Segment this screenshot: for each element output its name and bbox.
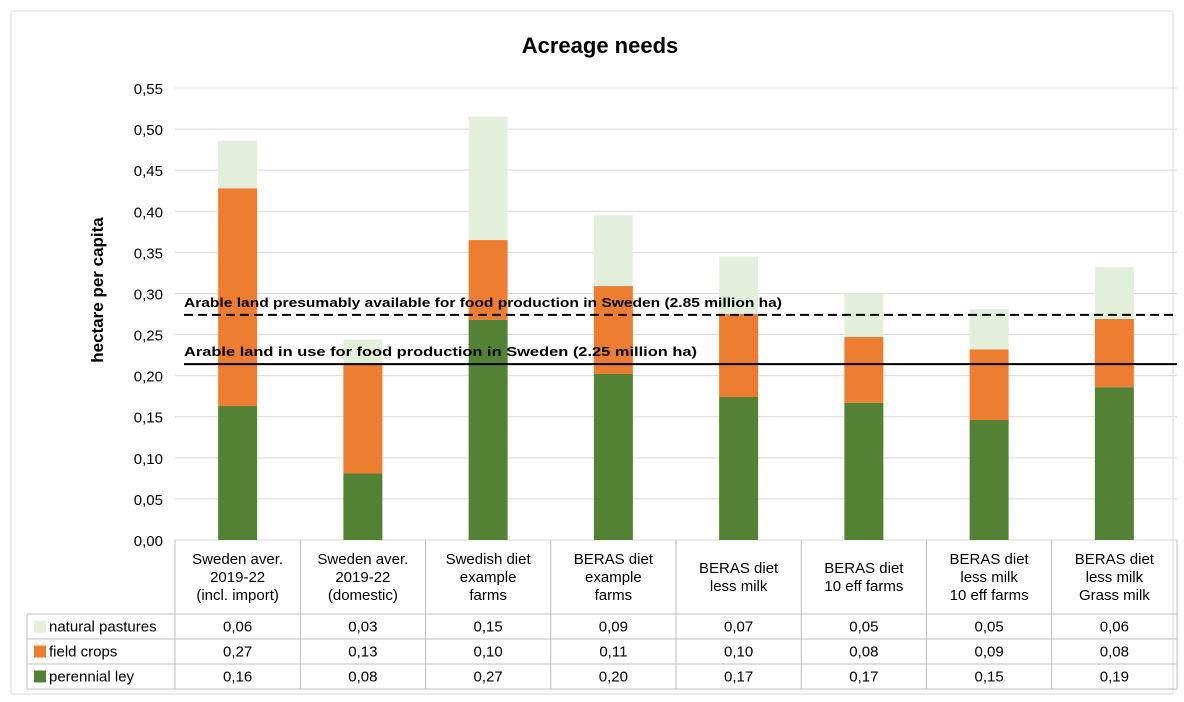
data-label: 0,16 <box>223 669 252 686</box>
y-tick-label: 0,30 <box>134 286 163 303</box>
category-label: example <box>460 569 517 586</box>
bar-segment <box>343 364 383 474</box>
y-tick-label: 0,50 <box>134 122 163 139</box>
data-label: 0,08 <box>1100 644 1129 661</box>
bar-segment <box>1094 318 1134 388</box>
data-label: 0,07 <box>724 619 753 636</box>
bar-segment <box>468 116 508 241</box>
data-label: 0,09 <box>975 644 1004 661</box>
y-tick-label: 0,40 <box>134 204 163 221</box>
y-tick-label: 0,45 <box>134 163 163 180</box>
data-label: 0,06 <box>223 619 252 636</box>
category-label: BERAS diet <box>574 551 654 568</box>
bar-segment <box>218 188 258 407</box>
legend-label: field crops <box>49 644 117 661</box>
data-label: 0,17 <box>724 669 753 686</box>
data-label: 0,08 <box>849 644 878 661</box>
bar-segment <box>593 286 633 374</box>
category-label: less milk <box>1086 569 1144 586</box>
y-tick-label: 0,25 <box>134 328 163 345</box>
bar-segment <box>969 420 1009 540</box>
gridlines <box>175 87 1177 541</box>
reference-line-label: Arable land in use for food production i… <box>184 344 697 359</box>
chart-title: Acreage needs <box>522 33 679 58</box>
category-label: Sweden aver. <box>317 551 408 568</box>
data-label: 0,11 <box>599 644 627 661</box>
category-label: BERAS diet <box>824 560 904 577</box>
bar-segment <box>593 373 633 540</box>
bar-segment <box>844 402 884 540</box>
bar-segment <box>719 256 759 314</box>
bar-segment <box>593 215 633 287</box>
y-tick-label: 0,10 <box>134 451 163 468</box>
bar-segment <box>343 339 383 365</box>
data-label: 0,10 <box>474 644 503 661</box>
data-label: 0,08 <box>348 669 377 686</box>
y-axis-ticks: 0,00 0,05 0,10 0,15 0,20 0,25 0,30 0,35 0,40 0,45… <box>134 81 163 550</box>
category-label: 2019-22 <box>335 569 390 586</box>
data-label: 0,09 <box>599 619 628 636</box>
data-label: 0,05 <box>849 619 878 636</box>
data-table: Sweden aver.2019-22(incl. import)Sweden … <box>26 540 1178 690</box>
data-label: 0,13 <box>348 644 377 661</box>
reference-lines: Arable land presumably available for foo… <box>184 295 1177 366</box>
category-label: BERAS diet <box>699 560 779 577</box>
y-tick-label: 0,05 <box>134 492 163 509</box>
bars <box>218 116 1134 540</box>
legend-swatch <box>34 645 46 658</box>
category-label: Sweden aver. <box>192 551 283 568</box>
y-tick-label: 0,35 <box>134 245 163 262</box>
category-label: farms <box>595 587 633 604</box>
bar-segment <box>844 337 884 403</box>
category-label: BERAS diet <box>1075 551 1155 568</box>
category-label: Swedish diet <box>446 551 532 568</box>
y-tick-label: 0,20 <box>134 369 163 386</box>
y-tick-label: 0,00 <box>134 533 163 550</box>
category-label: (domestic) <box>328 587 398 604</box>
data-label: 0,05 <box>975 619 1004 636</box>
bar-segment <box>343 473 383 540</box>
data-label: 0,15 <box>975 669 1004 686</box>
bar-segment <box>218 140 258 189</box>
data-label: 0,10 <box>724 644 753 661</box>
category-label: (incl. import) <box>196 587 279 604</box>
bar-segment <box>719 397 759 540</box>
y-axis-label: hectare per capita <box>88 217 107 363</box>
bar-segment <box>969 349 1009 421</box>
legend-swatch <box>34 670 46 683</box>
y-tick-label: 0,55 <box>134 81 163 98</box>
legend-label: perennial ley <box>49 669 135 686</box>
bar-segment <box>468 319 508 540</box>
category-label: less milk <box>710 578 768 595</box>
category-label: less milk <box>960 569 1018 586</box>
legend-label: natural pastures <box>49 619 157 636</box>
legend-swatch <box>34 620 46 633</box>
category-label: example <box>585 569 642 586</box>
category-label: 2019-22 <box>210 569 265 586</box>
category-label: farms <box>469 587 507 604</box>
data-label: 0,03 <box>348 619 377 636</box>
data-label: 0,19 <box>1100 669 1129 686</box>
data-label: 0,15 <box>474 619 503 636</box>
category-label: Grass milk <box>1079 587 1150 604</box>
data-label: 0,27 <box>474 669 503 686</box>
data-label: 0,27 <box>223 644 252 661</box>
bar-segment <box>468 240 508 320</box>
data-label: 0,06 <box>1100 619 1129 636</box>
reference-line-label: Arable land presumably available for foo… <box>184 295 782 310</box>
bar-segment <box>719 314 759 398</box>
data-label: 0,17 <box>849 669 878 686</box>
category-label: 10 eff farms <box>950 587 1029 604</box>
bar-segment <box>1094 387 1134 540</box>
category-label: 10 eff farms <box>824 578 903 595</box>
data-label: 0,20 <box>599 669 628 686</box>
y-tick-label: 0,15 <box>134 410 163 427</box>
category-label: BERAS diet <box>950 551 1030 568</box>
bar-segment <box>218 406 258 540</box>
bar-segment <box>1094 267 1134 319</box>
